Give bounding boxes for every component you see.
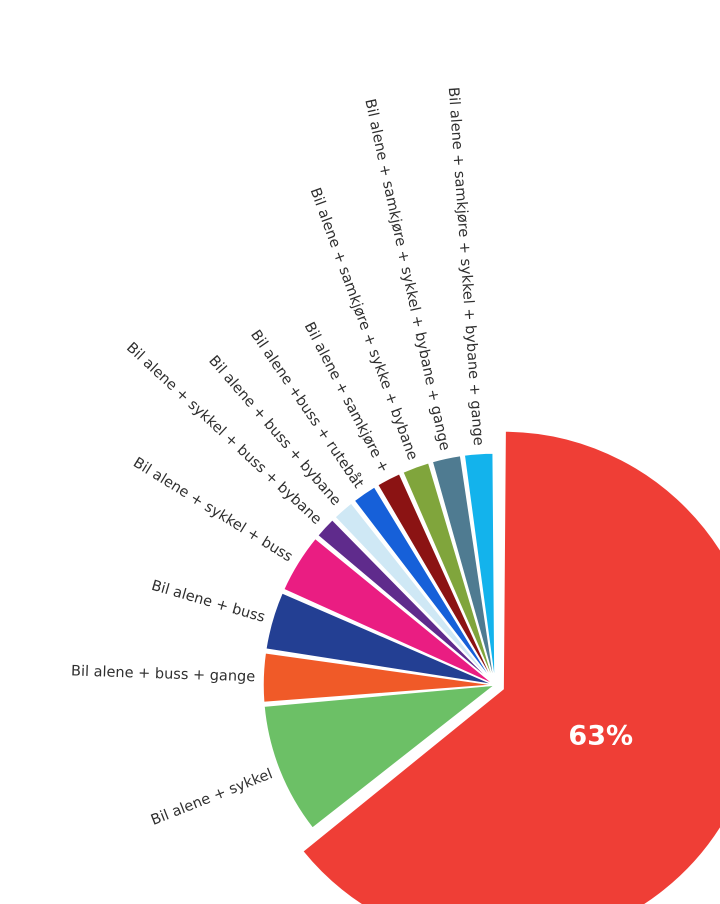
pie-slice-12 <box>463 452 496 686</box>
slice-label-12: Bil alene + samkjøre + sykkel + bybane +… <box>445 87 486 447</box>
pie-slice-10 <box>401 461 496 686</box>
slices-layer <box>262 430 720 904</box>
slice-label-11: Bil alene + samkjøre + sykkel + bybane +… <box>361 97 452 452</box>
pie-slice-8 <box>353 485 496 686</box>
pie-slice-3 <box>262 651 496 704</box>
slice-label-4: Bil alene + buss <box>149 578 266 626</box>
pie-slice-5 <box>282 537 496 686</box>
slice-value-label-1: 63% <box>568 720 633 751</box>
slice-label-3: Bil alene + buss + gange <box>71 663 256 685</box>
slice-label-2: Bil alene + sykkel <box>149 766 275 829</box>
pie-slice-11 <box>431 454 496 686</box>
pie-slice-1 <box>301 430 720 904</box>
pie-slice-4 <box>264 591 496 686</box>
pie-slice-9 <box>376 472 496 686</box>
pie-slice-7 <box>333 501 496 686</box>
pie-slice-2 <box>263 684 498 830</box>
pie-slice-6 <box>316 518 496 686</box>
